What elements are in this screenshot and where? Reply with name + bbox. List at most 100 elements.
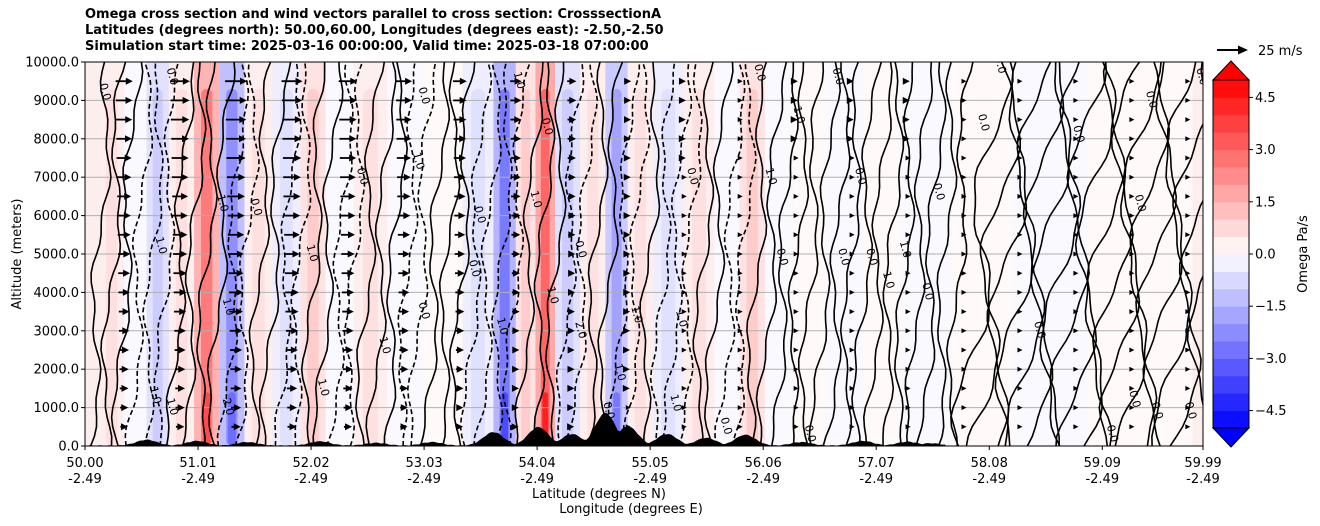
wind-vector-head [512,269,520,277]
wind-vector-head [457,327,465,335]
wind-vector-head [233,423,241,431]
y-tick-label: 2000.0 [34,363,80,378]
wind-vector-head [292,250,300,258]
wind-vector [961,289,967,295]
x-tick-label-longitude: -2.49 [407,472,441,487]
wind-vector [287,423,297,431]
contour-label: 1.0 [153,235,170,255]
wind-vector-head [181,192,189,200]
wind-vector [511,404,519,412]
wind-vector-head [1185,405,1191,411]
wind-vector-head [290,384,298,392]
wind-vector-head [1017,117,1023,123]
omega-contour [1049,62,1108,446]
wind-vector-head [567,346,575,354]
contour-label: 1.0 [667,393,684,413]
wind-vector-head [1185,232,1191,238]
wind-vector [1129,251,1135,257]
wind-vector-head [737,405,743,411]
negative-omega-contour [661,62,693,446]
colorbar-segment [1213,114,1249,133]
wind-vector-head [293,173,301,181]
contour-label: 0.0 [992,55,1009,75]
wind-vector [961,328,967,334]
omega-contour [1169,62,1203,446]
contour-label: 0.0 [1104,423,1121,443]
wind-vector-head [1129,251,1135,257]
wind-vector-head [514,77,522,85]
wind-vector [793,213,799,219]
wind-vector-head [345,423,353,431]
wind-vector [1073,232,1079,238]
wind-vector [343,423,353,431]
wind-vector [512,308,520,316]
wind-vector [342,327,354,335]
wind-vector [287,404,297,412]
wind-vector [284,231,300,239]
wind-vector-head [350,96,358,104]
wind-vector [1185,309,1191,315]
omega-core [634,88,647,446]
omega-contour [1151,122,1203,446]
wind-vector-head [123,250,131,258]
wind-vector [1185,78,1191,84]
colorbar-segment [1213,201,1249,220]
wind-vector [396,135,412,143]
contour-label: 0.0 [852,166,869,186]
negative-omega-contour [153,62,180,446]
wind-vector-head [514,135,522,143]
omega-contour [206,62,236,446]
wind-vector-head [905,193,911,199]
wind-vector-head [846,77,854,85]
wind-vector [286,346,298,354]
wind-vector [624,96,632,104]
wind-vector [341,288,355,296]
omega-contour [639,62,661,446]
wind-vector-head [401,346,409,354]
wind-vector-head [623,327,631,335]
wind-vector-head [905,424,911,430]
wind-vector-head [348,173,356,181]
wind-vector-head [681,232,687,238]
wind-vector-head [1185,424,1191,430]
contour-label: 0.0 [466,258,483,278]
wind-vector [793,309,799,315]
wind-vector [1185,289,1191,295]
wind-vector [961,155,967,161]
wind-vector-head [1185,155,1191,161]
omega-contour [248,62,272,446]
wind-vector-head [121,404,129,412]
wind-vector-head [849,385,855,391]
wind-vector-head [567,327,575,335]
wind-vector-head [622,346,630,354]
y-tick-label: 4000.0 [34,286,80,301]
wind-vector-head [292,231,300,239]
wind-vector [681,385,687,391]
wind-vector [568,212,576,220]
wind-vector-head [1017,251,1023,257]
wind-vector [905,270,911,276]
wind-vector [454,212,466,220]
wind-vector [1185,424,1191,430]
wind-vector-head [513,192,521,200]
omega-contour [1092,62,1141,446]
wind-vector-head [1185,213,1191,219]
wind-vector [511,269,520,277]
wind-vector [849,424,855,430]
wind-vector-head [849,289,855,295]
wind-vector [961,309,967,315]
wind-vector [681,347,687,353]
wind-vector [1129,232,1135,238]
wind-vector-head [513,212,521,220]
wind-vector-head [1017,424,1023,430]
wind-vector-head [793,366,799,372]
wind-vector-head [737,366,743,372]
wind-vector [902,96,910,104]
wind-vector [340,212,356,220]
wind-vector [117,212,131,220]
wind-vector [1073,385,1079,391]
wind-vector-head [737,174,743,180]
wind-vector [339,96,358,104]
wind-vector [231,404,242,412]
wind-vector [1073,424,1079,430]
